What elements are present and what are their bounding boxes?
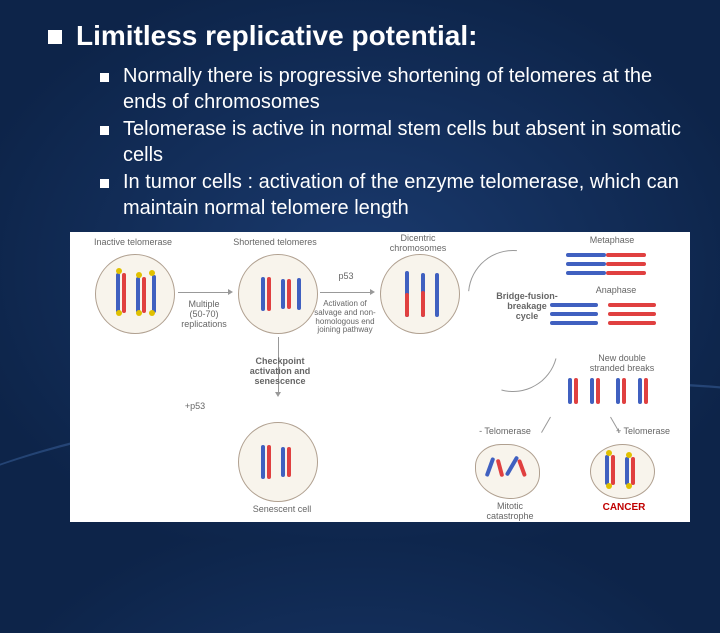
p53-label: +p53 bbox=[180, 402, 210, 412]
chromosome-icon bbox=[435, 273, 439, 317]
arrow-icon bbox=[320, 292, 370, 293]
phase-label: Metaphase bbox=[582, 236, 642, 246]
mitotic-label: Mitotic catastrophe bbox=[475, 502, 545, 522]
chromosome-icon bbox=[261, 445, 265, 479]
bullet-square-icon bbox=[100, 73, 109, 82]
bullet-text: Telomerase is active in normal stem cell… bbox=[123, 117, 690, 168]
arrow-label: Multiple (50-70) replications bbox=[178, 300, 230, 330]
cell-label: Shortened telomeres bbox=[230, 238, 320, 248]
chromosome-icon bbox=[631, 457, 635, 485]
cell-circle bbox=[475, 444, 540, 499]
chromosome-icon bbox=[566, 262, 606, 266]
title-row: Limitless replicative potential: bbox=[48, 20, 690, 52]
arrow-label: p53 bbox=[316, 272, 376, 282]
arrow-icon bbox=[541, 417, 551, 433]
chromosome-icon bbox=[152, 275, 156, 313]
chromosome-icon bbox=[625, 457, 629, 485]
slide-content: Limitless replicative potential: Normall… bbox=[0, 0, 720, 234]
chromosome-icon bbox=[605, 455, 609, 485]
chromosome-icon bbox=[596, 378, 600, 404]
chromosome-icon bbox=[267, 277, 271, 311]
bullet-square-icon bbox=[100, 126, 109, 135]
chromosome-icon bbox=[116, 273, 120, 313]
list-item: In tumor cells : activation of the enzym… bbox=[100, 170, 690, 221]
telomere-diagram: Inactive telomerase Multiple (50-70) rep… bbox=[70, 232, 690, 522]
chromosome-icon bbox=[566, 271, 606, 275]
arrow-head-icon bbox=[228, 289, 233, 295]
bullet-text: In tumor cells : activation of the enzym… bbox=[123, 170, 690, 221]
slide-title: Limitless replicative potential: bbox=[76, 20, 477, 52]
metaphase-cell bbox=[560, 250, 660, 280]
chromosome-icon bbox=[574, 378, 578, 404]
arrow-head-icon bbox=[370, 289, 375, 295]
chromosome-icon bbox=[606, 271, 646, 275]
cell-circle bbox=[95, 254, 175, 334]
chromosome-icon bbox=[142, 277, 146, 313]
chromosome-icon bbox=[566, 253, 606, 257]
chromosome-icon bbox=[485, 457, 496, 477]
breaks-label: New double stranded breaks bbox=[582, 354, 662, 374]
chromosome-icon bbox=[638, 378, 642, 404]
telomere-cap-icon bbox=[136, 310, 142, 316]
telomere-cap-icon bbox=[116, 268, 122, 274]
telomere-cap-icon bbox=[149, 270, 155, 276]
arrow-label: Activation of salvage and non-homologous… bbox=[310, 300, 380, 335]
chromosome-icon bbox=[122, 273, 126, 313]
telomere-cap-icon bbox=[136, 272, 142, 278]
chromosome-icon bbox=[644, 378, 648, 404]
chromosome-icon bbox=[261, 277, 265, 311]
chromosome-icon bbox=[505, 455, 519, 476]
list-item: Normally there is progressive shortening… bbox=[100, 64, 690, 115]
senescent-label: Senescent cell bbox=[242, 505, 322, 515]
chromosome-icon bbox=[568, 378, 572, 404]
chromosome-icon bbox=[611, 455, 615, 485]
chromosome-icon bbox=[405, 293, 409, 317]
telomere-cap-icon bbox=[149, 310, 155, 316]
telomere-cap-icon bbox=[626, 452, 632, 458]
list-item: Telomerase is active in normal stem cell… bbox=[100, 117, 690, 168]
cell-label: Dicentric chromosomes bbox=[378, 234, 458, 254]
chromosome-icon bbox=[287, 279, 291, 309]
chromosome-icon bbox=[622, 378, 626, 404]
minus-tel-label: - Telomerase bbox=[470, 427, 540, 437]
chromosome-icon bbox=[606, 262, 646, 266]
cell-label: Inactive telomerase bbox=[88, 238, 178, 248]
chromosome-icon bbox=[297, 278, 301, 310]
chromosome-icon bbox=[287, 447, 291, 477]
telomere-cap-icon bbox=[606, 450, 612, 456]
bullet-text: Normally there is progressive shortening… bbox=[123, 64, 690, 115]
chromosome-icon bbox=[267, 445, 271, 479]
arrow-head-icon bbox=[275, 392, 281, 397]
chromosome-icon bbox=[281, 279, 285, 309]
chromosome-icon bbox=[616, 378, 620, 404]
cancer-label: CANCER bbox=[594, 502, 654, 513]
chromosome-icon bbox=[608, 312, 656, 316]
bullet-square-icon bbox=[100, 179, 109, 188]
arrow-icon bbox=[178, 292, 228, 293]
cell-circle bbox=[380, 254, 460, 334]
telomere-cap-icon bbox=[606, 483, 612, 489]
chromosome-icon bbox=[608, 303, 656, 307]
chromosome-icon bbox=[606, 253, 646, 257]
cell-circle bbox=[590, 444, 655, 499]
bullet-square-icon bbox=[48, 30, 62, 44]
chromosome-icon bbox=[496, 459, 505, 477]
chromosome-icon bbox=[517, 459, 527, 477]
telomere-cap-icon bbox=[116, 310, 122, 316]
chromosome-icon bbox=[281, 447, 285, 477]
chromosome-icon bbox=[136, 277, 140, 313]
anaphase-cell bbox=[548, 300, 678, 330]
breaks-cell bbox=[560, 376, 660, 412]
telomere-cap-icon bbox=[626, 483, 632, 489]
checkpoint-label: Checkpoint activation and senescence bbox=[230, 357, 330, 387]
chromosome-icon bbox=[608, 321, 656, 325]
phase-label: Anaphase bbox=[586, 286, 646, 296]
cell-circle bbox=[238, 422, 318, 502]
sub-bullet-list: Normally there is progressive shortening… bbox=[100, 64, 690, 222]
chromosome-icon bbox=[590, 378, 594, 404]
chromosome-icon bbox=[421, 291, 425, 317]
cell-circle bbox=[238, 254, 318, 334]
